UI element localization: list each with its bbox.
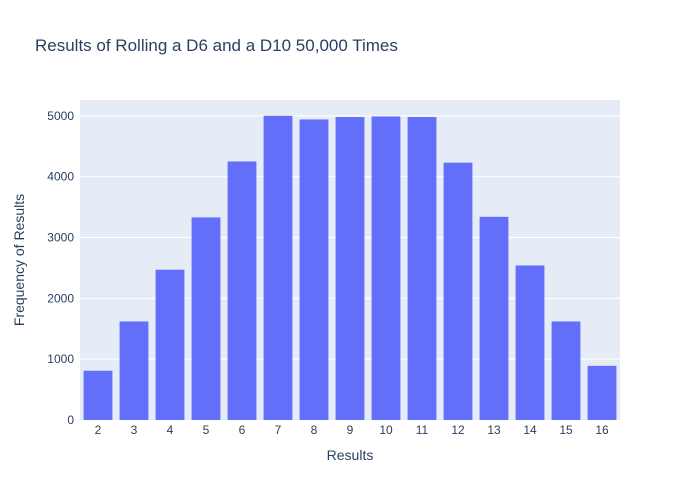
x-tick-label: 2: [95, 423, 102, 437]
bar-14[interactable]: [515, 265, 545, 420]
bar-9[interactable]: [335, 117, 365, 421]
x-tick-label: 15: [559, 423, 573, 437]
bar-11[interactable]: [407, 117, 437, 421]
bar-15[interactable]: [551, 321, 581, 420]
x-tick-label: 8: [311, 423, 318, 437]
x-tick-label: 3: [131, 423, 138, 437]
x-tick-label: 12: [451, 423, 465, 437]
bar-7[interactable]: [263, 115, 293, 420]
bar-5[interactable]: [191, 217, 221, 420]
x-tick-label: 5: [203, 423, 210, 437]
y-tick-label: 3000: [47, 230, 74, 244]
y-tick-labels: 0 1000 2000 3000 4000 5000: [47, 109, 74, 427]
x-tick-label: 4: [167, 423, 174, 437]
bar-6[interactable]: [227, 161, 257, 420]
x-tick-label: 16: [595, 423, 609, 437]
x-tick-label: 14: [523, 423, 537, 437]
x-tick-label: 6: [239, 423, 246, 437]
x-tick-label: 11: [416, 423, 429, 437]
y-axis-title: Frequency of Results: [11, 194, 27, 326]
bar-4[interactable]: [155, 269, 185, 420]
bar-3[interactable]: [119, 321, 149, 420]
x-tick-label: 13: [487, 423, 501, 437]
x-tick-label: 7: [275, 423, 282, 437]
y-tick-label: 2000: [47, 291, 74, 305]
bars: [83, 115, 617, 421]
bar-12[interactable]: [443, 162, 473, 420]
bar-8[interactable]: [299, 119, 329, 420]
x-tick-label: 10: [379, 423, 393, 437]
bar-10[interactable]: [371, 116, 401, 421]
y-tick-label: 5000: [47, 109, 74, 123]
x-axis-title: Results: [327, 447, 374, 463]
x-tick-labels: 2 3 4 5 6 7 8 9 10 11 12 13 14 15 16: [95, 423, 609, 437]
x-tick-label: 9: [347, 423, 354, 437]
y-tick-label: 4000: [47, 170, 74, 184]
y-tick-label: 1000: [47, 352, 74, 366]
bar-13[interactable]: [479, 216, 509, 420]
y-tick-label: 0: [67, 413, 74, 427]
bar-16[interactable]: [587, 365, 617, 420]
chart-title: Results of Rolling a D6 and a D10 50,000…: [35, 36, 398, 55]
bar-2[interactable]: [83, 370, 113, 420]
